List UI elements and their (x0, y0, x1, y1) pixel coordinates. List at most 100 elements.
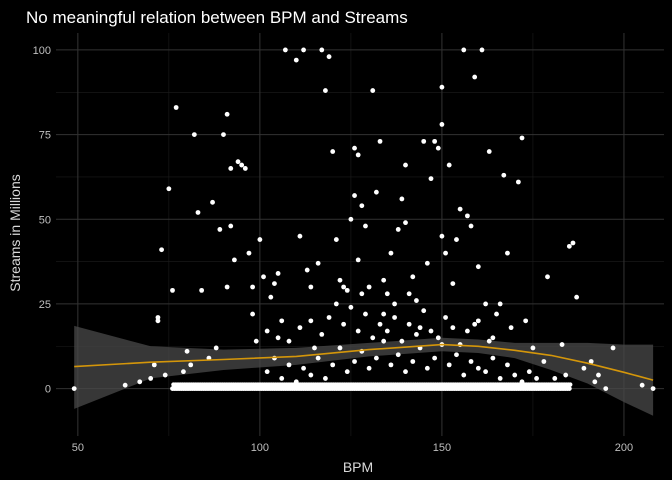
data-point (71, 386, 77, 391)
data-point (293, 57, 299, 63)
data-point (432, 138, 438, 144)
data-point (323, 88, 328, 93)
data-point (195, 210, 201, 215)
data-point (221, 132, 226, 137)
data-point (352, 193, 357, 198)
data-point (326, 54, 332, 60)
data-point (333, 301, 339, 307)
data-point (384, 291, 390, 297)
data-point (286, 362, 292, 368)
data-point (217, 227, 223, 232)
data-point (373, 355, 379, 361)
data-point (515, 179, 521, 185)
data-point (454, 237, 459, 242)
data-point (384, 328, 390, 334)
data-point (505, 362, 510, 368)
data-point (428, 328, 434, 334)
data-point (293, 379, 299, 385)
data-point (403, 220, 408, 226)
data-point (475, 365, 481, 371)
data-point (399, 338, 405, 344)
data-point (344, 369, 350, 375)
data-point (341, 321, 347, 327)
data-point (406, 291, 412, 297)
data-point (454, 352, 459, 358)
data-point (301, 365, 306, 371)
data-point (257, 237, 263, 242)
data-point (184, 348, 190, 354)
data-point (162, 372, 168, 378)
confidence-band (74, 325, 654, 416)
data-point (363, 311, 368, 317)
data-point (530, 345, 536, 351)
data-point (424, 260, 430, 266)
data-point (381, 277, 387, 283)
data-point (170, 287, 175, 293)
data-point (541, 359, 547, 364)
data-point (304, 267, 310, 273)
data-point (523, 318, 529, 324)
data-point (264, 328, 270, 334)
data-point (228, 223, 234, 229)
data-point (461, 47, 467, 53)
data-point (315, 260, 321, 266)
data-point (352, 359, 357, 364)
data-point (366, 284, 372, 290)
data-point (486, 338, 492, 344)
y-tick-label: 0 (45, 384, 51, 396)
data-point (319, 47, 325, 53)
data-point (344, 287, 350, 293)
data-point (497, 301, 503, 307)
confidence-band-area (74, 325, 654, 416)
data-point (410, 274, 416, 280)
data-point (355, 152, 361, 158)
data-point (512, 372, 518, 378)
data-point (250, 284, 255, 290)
data-point (333, 237, 339, 242)
data-point (428, 176, 434, 182)
data-point (592, 379, 598, 385)
data-point (348, 304, 354, 310)
data-point (122, 382, 128, 388)
x-tick-label: 150 (433, 442, 451, 454)
data-point (446, 162, 452, 168)
data-point (282, 47, 288, 53)
y-tick-label: 100 (33, 45, 51, 57)
data-point (446, 362, 452, 368)
y-tick-label: 50 (39, 214, 51, 226)
x-axis-label: BPM (343, 459, 373, 475)
data-point (486, 149, 492, 154)
data-point (279, 318, 285, 324)
data-point (315, 355, 321, 361)
data-point (417, 325, 423, 331)
data-point (588, 359, 594, 364)
data-point (377, 138, 383, 144)
data-point (450, 281, 456, 287)
data-point (348, 216, 354, 222)
data-point (366, 365, 372, 371)
data-point (534, 376, 539, 381)
data-point (191, 132, 197, 137)
data-point (490, 335, 496, 341)
data-point (199, 287, 205, 293)
data-point (275, 335, 281, 341)
data-point (490, 355, 496, 361)
data-point (239, 162, 245, 168)
data-point (297, 233, 303, 239)
data-point (566, 243, 572, 249)
data-point (650, 386, 656, 391)
data-point (148, 376, 154, 381)
data-point (308, 284, 314, 290)
data-point (403, 162, 408, 168)
data-point (301, 47, 306, 53)
data-point (406, 321, 412, 327)
data-point (403, 369, 408, 375)
data-point (526, 369, 532, 375)
data-point (166, 186, 172, 192)
data-point (399, 196, 405, 202)
data-point (475, 318, 481, 324)
x-tick-label: 50 (72, 442, 84, 454)
data-point (210, 199, 215, 205)
data-point (566, 386, 572, 391)
